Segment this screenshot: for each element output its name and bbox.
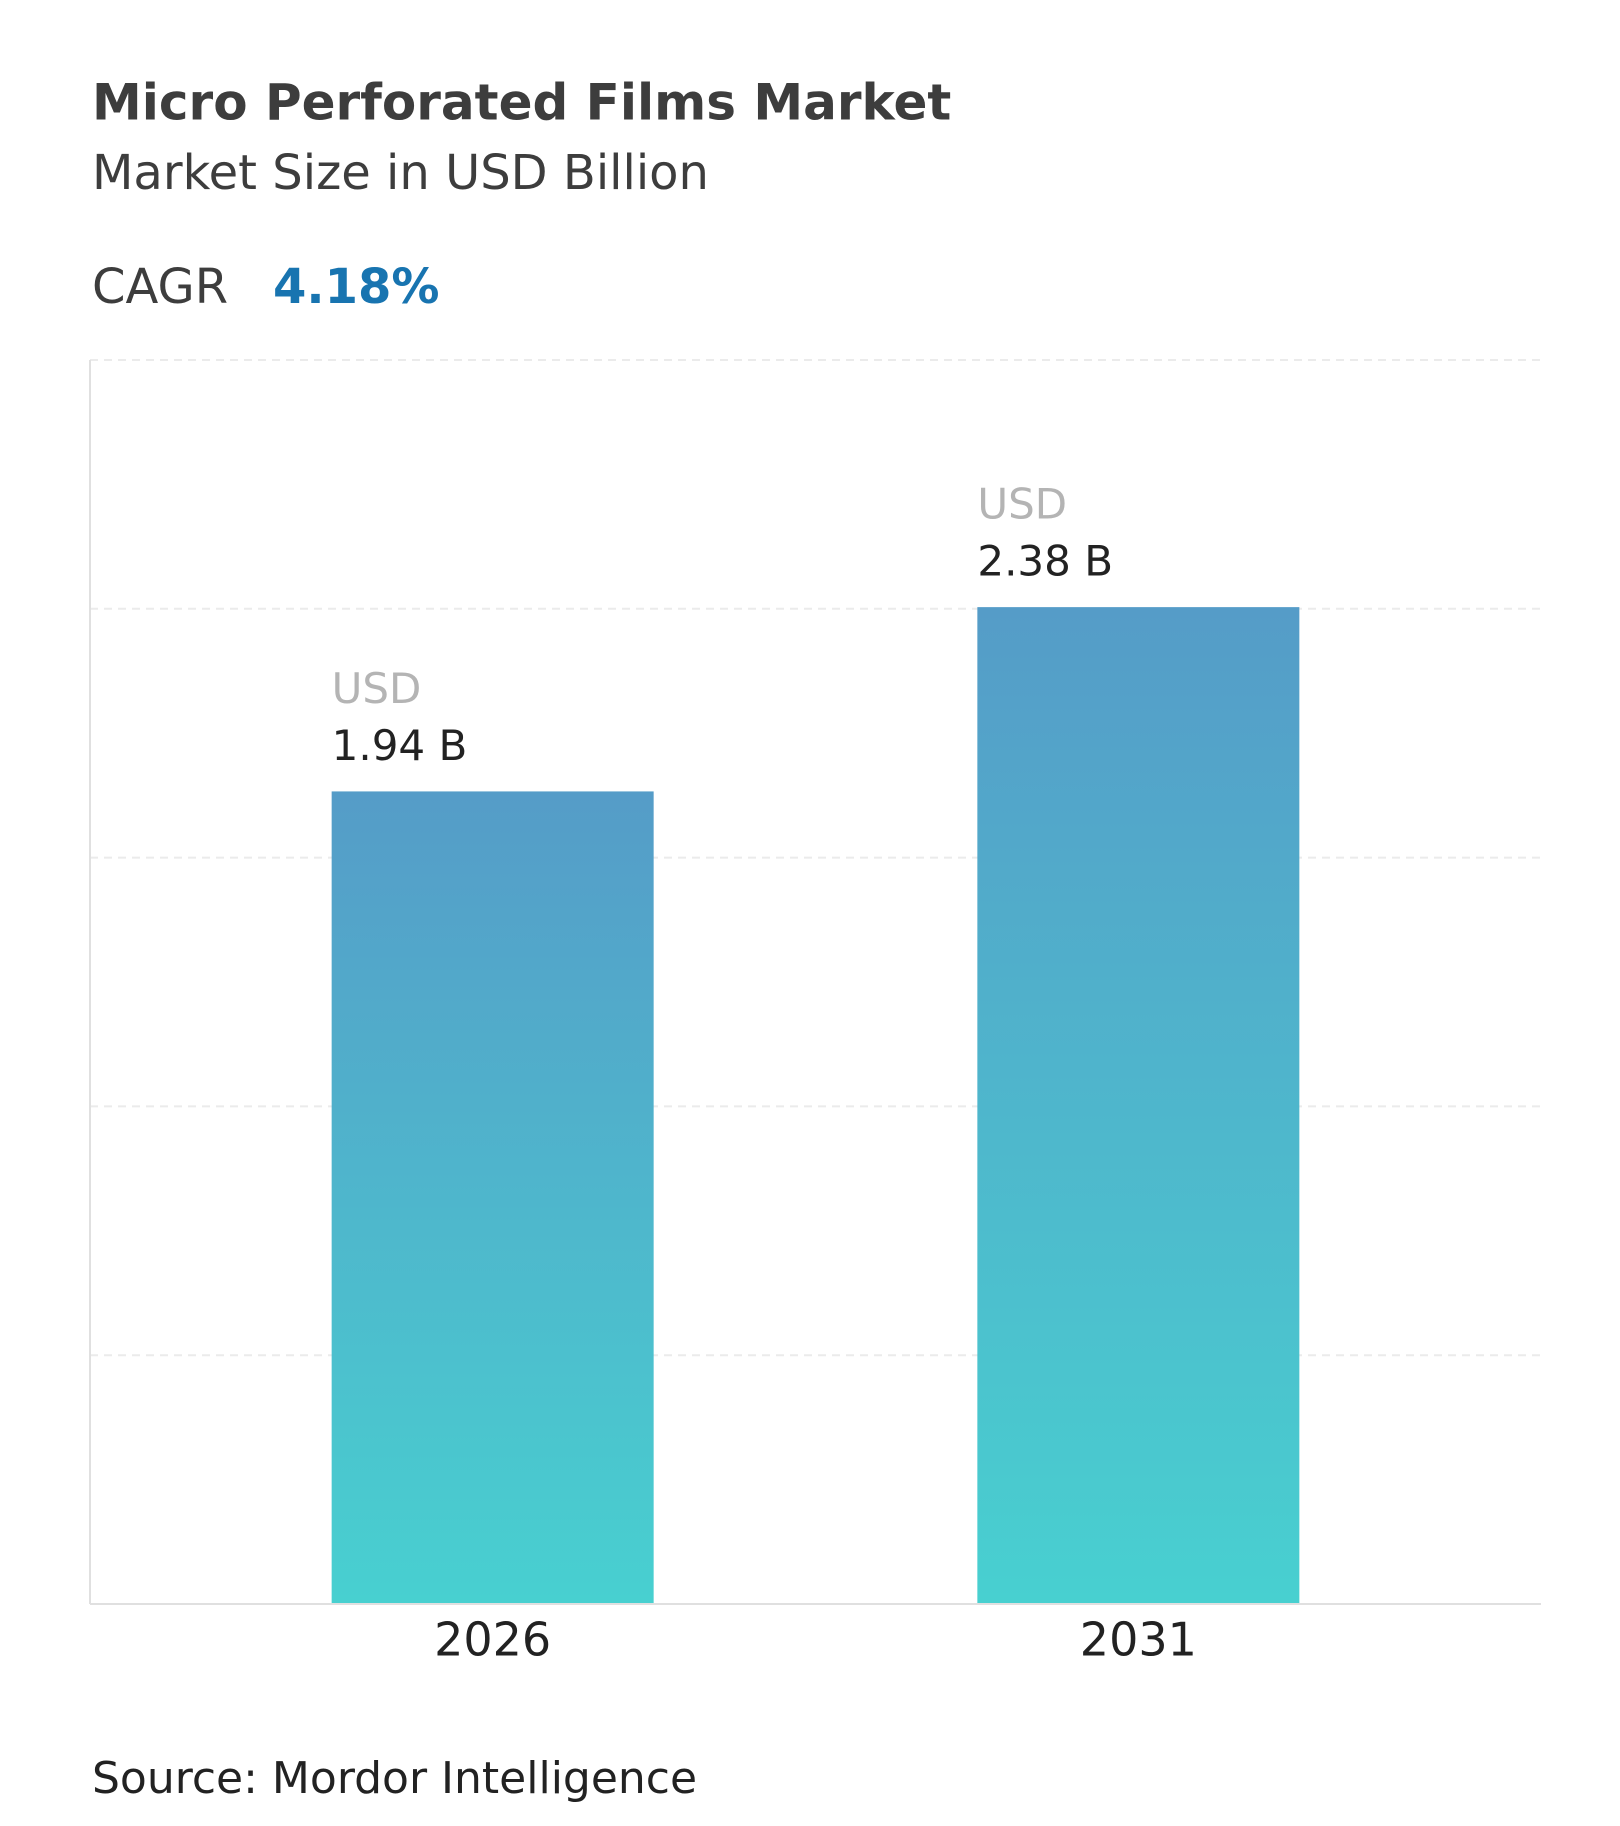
value-label: 2.38 B bbox=[977, 537, 1113, 586]
cagr-value: 4.18% bbox=[273, 259, 440, 315]
cagr-label: CAGR bbox=[92, 259, 228, 315]
value-prefix: USD bbox=[332, 664, 422, 713]
source: Source: Mordor Intelligence bbox=[92, 1753, 697, 1804]
value-prefix: USD bbox=[977, 480, 1067, 529]
chart-subtitle: Market Size in USD Billion bbox=[92, 145, 709, 201]
bar bbox=[331, 791, 654, 1604]
x-tick-label: 2026 bbox=[434, 1613, 551, 1667]
bar bbox=[977, 607, 1300, 1604]
x-tick-label: 2031 bbox=[1080, 1613, 1197, 1667]
chart-title: Micro Perforated Films Market bbox=[92, 74, 951, 132]
value-label: 1.94 B bbox=[332, 721, 468, 770]
